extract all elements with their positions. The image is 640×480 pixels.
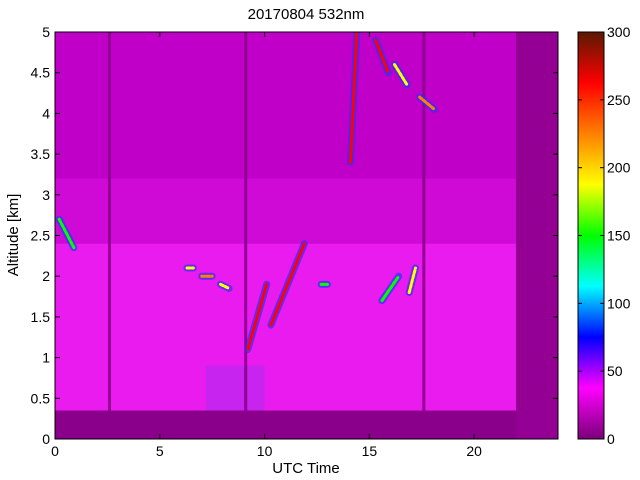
y-tick-label: 5 xyxy=(42,24,50,40)
colorbar-tick-label: 0 xyxy=(607,431,615,447)
colorbar-tick-label: 300 xyxy=(607,24,631,40)
cloud-feature-core xyxy=(57,217,76,250)
colorbar-tick-label: 250 xyxy=(607,92,631,108)
surface-band xyxy=(55,410,558,439)
y-tick-label: 2 xyxy=(42,268,50,284)
y-tick-label: 4 xyxy=(42,105,50,121)
y-tick-label: 2.5 xyxy=(31,228,51,244)
cloud-feature-core xyxy=(269,242,306,327)
cloud-feature-core xyxy=(349,32,359,164)
x-axis-label: UTC Time xyxy=(272,460,340,477)
y-axis: 0 0.5 1 1.5 2 2.5 3 3.5 4 4.5 5 xyxy=(31,24,558,447)
colorbar-tick-label: 50 xyxy=(607,363,623,379)
cloud-feature-core xyxy=(393,63,409,87)
x-tick-label: 5 xyxy=(156,443,164,459)
cloud-feature-core xyxy=(374,38,390,75)
colorbar-tick-label: 150 xyxy=(607,228,631,244)
data-dropout-line xyxy=(107,32,111,439)
cloud-feature-core xyxy=(246,282,269,351)
y-tick-label: 1 xyxy=(42,350,50,366)
transition-layer xyxy=(55,178,517,244)
data-dropout-line xyxy=(422,32,426,439)
cloud-feature-core xyxy=(380,274,401,303)
y-tick-label: 0.5 xyxy=(31,390,51,406)
no-data-region xyxy=(516,32,558,439)
cloud-feature-core xyxy=(407,266,417,294)
x-tick-label: 10 xyxy=(257,443,273,459)
aerosol-layer xyxy=(55,243,517,439)
y-tick-label: 3.5 xyxy=(31,146,51,162)
colorbar-tick-label: 200 xyxy=(607,160,631,176)
colorbar xyxy=(577,31,605,440)
x-tick-label: 0 xyxy=(51,443,59,459)
cloud-feature-core xyxy=(418,95,436,111)
x-tick-label: 20 xyxy=(466,443,482,459)
low-signal-patch xyxy=(205,365,265,411)
y-tick-label: 0 xyxy=(42,431,50,447)
cloud-feature-core xyxy=(219,282,231,290)
chart-title: 20170804 532nm xyxy=(248,6,365,23)
y-tick-label: 3 xyxy=(42,187,50,203)
x-tick-label: 15 xyxy=(362,443,378,459)
x-axis: 0 5 10 15 20 xyxy=(51,32,482,459)
colorbar-tick-label: 100 xyxy=(607,295,631,311)
colorbar-axis: 0 50 100 150 200 250 300 xyxy=(578,24,631,447)
plot-area xyxy=(55,32,558,439)
y-tick-label: 4.5 xyxy=(31,65,51,81)
data-dropout-line xyxy=(244,32,248,439)
y-axis-label: Altitude [km] xyxy=(5,194,22,277)
y-tick-label: 1.5 xyxy=(31,309,51,325)
